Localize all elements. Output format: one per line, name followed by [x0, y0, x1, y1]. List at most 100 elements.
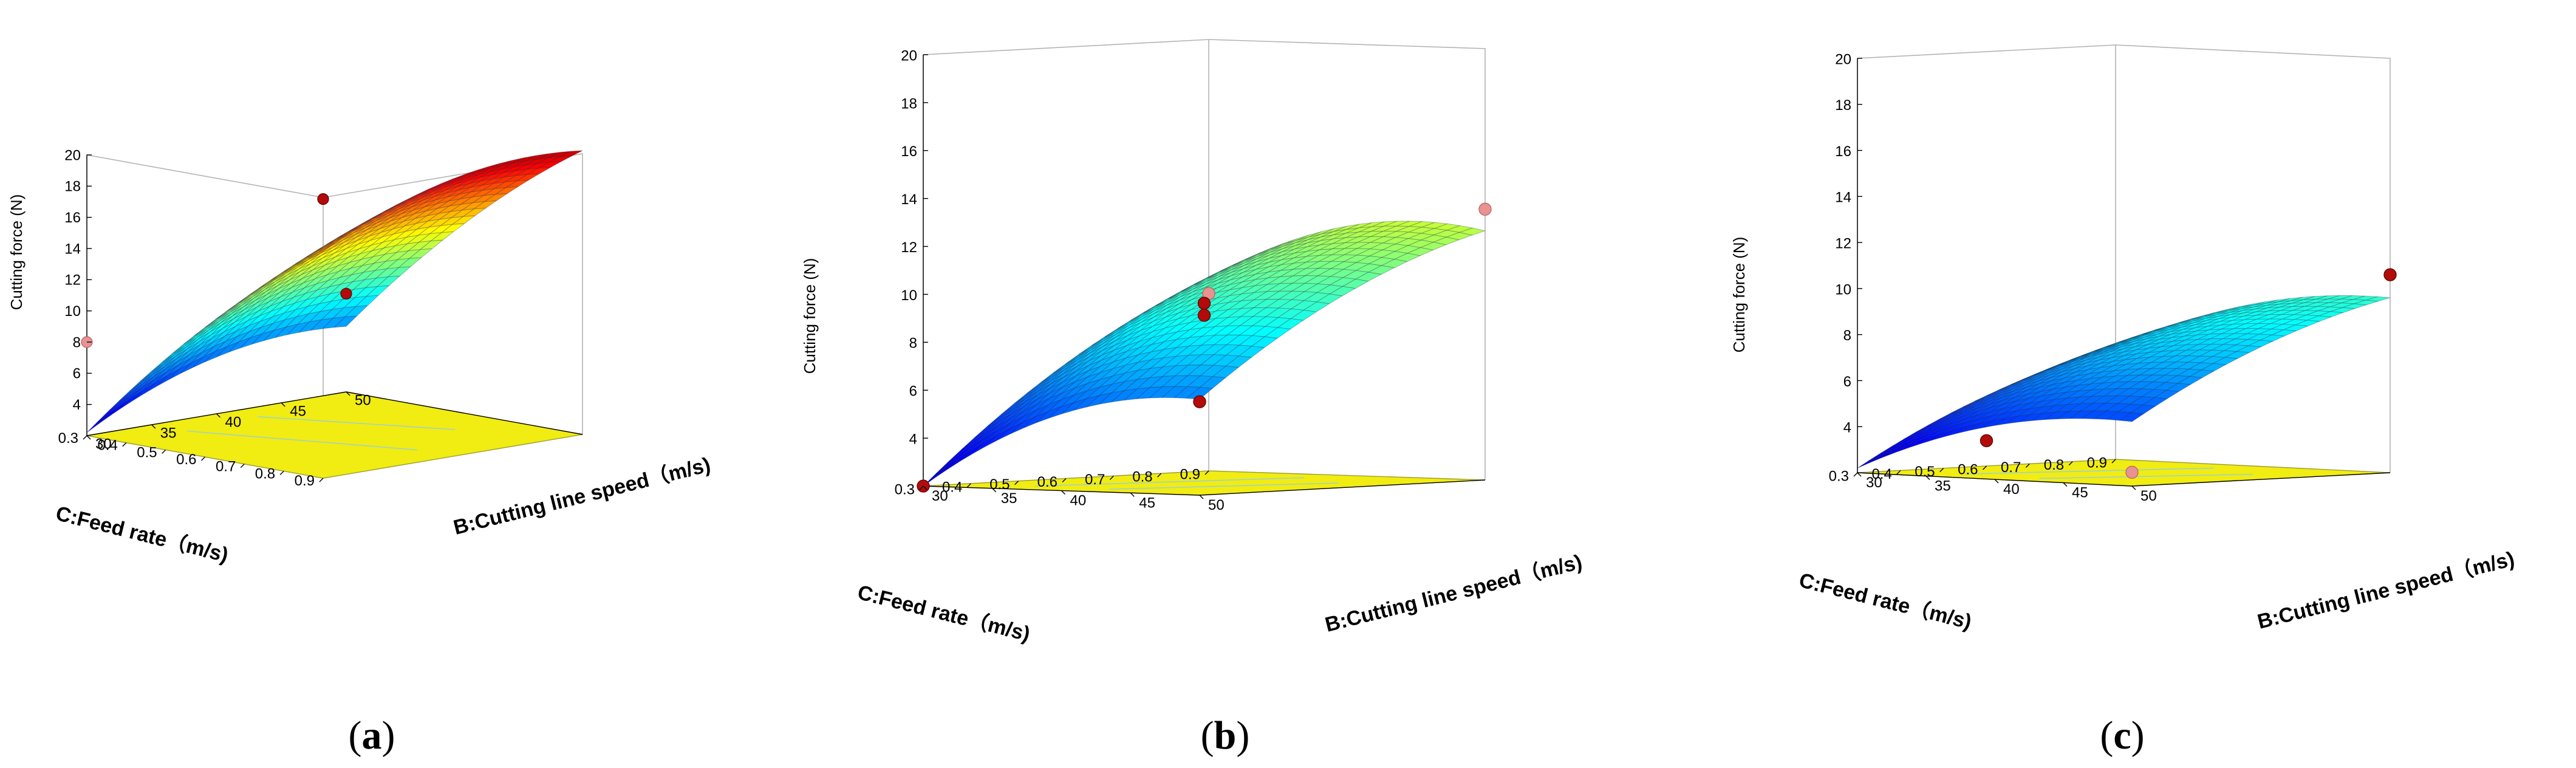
panel-c-speed-tick-mark — [2063, 482, 2068, 487]
panel-b-speed-axis — [1199, 479, 1486, 496]
panel-a-speed-tick-mark — [86, 435, 91, 440]
panel-c-response-surface: 4 6 8 10 12 14 16 18 20 0.3 0.4 0.5 0.6 0.7 0.8 0.9 30 35… — [1730, 44, 2516, 634]
panel-b-surface-cell — [1355, 272, 1382, 282]
panel-a-z-tick-label: 4 — [73, 397, 81, 413]
panel-c-surface-cell — [2318, 311, 2343, 317]
panel-c-surface-cell — [2365, 296, 2391, 302]
panel-a-surface-cell — [97, 402, 121, 422]
panel-a-speed-tick-label: 30 — [95, 436, 112, 453]
panel-b-z-tick-label: 10 — [901, 287, 917, 304]
panel-c-feed-tick-mark — [1983, 465, 1987, 470]
panel-b-z-tick-label: 14 — [901, 191, 917, 208]
panel-b-feed-tick-mark — [1062, 478, 1067, 482]
panel-a-surface-cell — [506, 179, 529, 188]
panel-c-z-tick-label: 6 — [1843, 374, 1851, 390]
panel-c-design-point-2 — [2383, 268, 2397, 281]
panel-b-feed-tick-label: 0.3 — [895, 481, 915, 498]
panel-b-speed-tick-mark — [1130, 492, 1135, 497]
panel-c-speed-tick-label: 50 — [2140, 488, 2157, 504]
caption-b: (b) — [1201, 713, 1250, 758]
panel-b-z-axis-title: Cutting force (N) — [801, 258, 819, 374]
panel-b-speed-tick-label: 50 — [1208, 497, 1225, 513]
panel-c-design-point-3 — [2125, 465, 2139, 479]
panel-c-speed-tick-label: 45 — [2072, 485, 2088, 501]
panel-a-speed-tick-mark — [216, 413, 220, 418]
panel-c-surface-cell — [2272, 329, 2297, 337]
panel-c-feed-tick-mark — [2068, 461, 2073, 466]
panel-b-speed-tick-label: 30 — [932, 488, 948, 504]
panel-c-surface-cell — [2331, 307, 2356, 313]
panel-c-feed-tick-label: 0.5 — [1915, 464, 1935, 480]
panel-b-feed-tick-mark — [1157, 473, 1162, 478]
panel-b-feed-tick-label: 0.4 — [942, 479, 962, 495]
panel-b-z-tick-label: 4 — [909, 431, 917, 448]
panel-c-feed-tick-label: 0.6 — [1958, 461, 1978, 478]
panel-a-feed-tick-mark — [83, 435, 87, 440]
panel-a-feed-tick-label: 0.7 — [216, 459, 236, 475]
panel-b-surface-cell — [1264, 327, 1291, 338]
panel-c-z-tick-label: 16 — [1835, 143, 1851, 160]
panel-c-feed-tick-mark — [2025, 463, 2030, 468]
panel-b-surface-cell — [1277, 318, 1305, 330]
panel-a-speed-tick-label: 50 — [355, 393, 371, 409]
panel-b-z-tick-label: 6 — [909, 383, 917, 400]
panel-a-feed-tick-label: 0.3 — [58, 430, 78, 447]
panel-c-surface-cell — [2307, 315, 2332, 322]
caption-c-letter: c — [2113, 713, 2131, 758]
panel-b-response-surface: 4 6 8 10 12 14 16 18 20 0.3 0.4 0.5 0.6 0.7 0.8 0.9 30 35… — [801, 39, 1584, 646]
panel-c-feed-tick-label: 0.3 — [1829, 468, 1849, 484]
panel-b-design-point-2 — [1197, 297, 1211, 310]
panel-b-feed-tick-label: 0.7 — [1085, 471, 1105, 488]
panel-c-speed-tick-label: 30 — [1866, 475, 1882, 491]
panel-b-design-point-4 — [1478, 202, 1492, 216]
panel-b-surface-cell — [935, 456, 962, 478]
panel-a-floor-contour-line — [258, 416, 456, 430]
panel-a-feed-tick-mark — [279, 470, 284, 475]
panel-a-feed-tick-mark — [162, 449, 166, 454]
panel-a-feed-tick-mark — [240, 464, 245, 468]
panel-a-surface-mesh — [86, 150, 583, 433]
panel-b-feed-tick-mark — [919, 485, 924, 490]
panel-a-z-tick-label: 6 — [73, 366, 81, 382]
panel-b-feed-tick-mark — [966, 483, 971, 488]
caption-b-letter: b — [1214, 713, 1237, 758]
panel-a-feed-axis-title: C:Feed rate（m/s) — [53, 501, 231, 567]
panel-a-z-tick-label: 20 — [64, 147, 81, 163]
panel-b-speed-tick-mark — [1061, 490, 1065, 495]
panel-c-surface-mesh — [1857, 295, 2391, 468]
panel-c-z-tick-label: 10 — [1835, 281, 1851, 298]
panel-a-z-tick-label: 8 — [73, 334, 81, 351]
panel-b-feed-tick-mark — [1014, 481, 1019, 485]
panel-b-z-tick-label: 12 — [901, 239, 917, 256]
panel-c-floor-contour-line — [1964, 467, 2215, 475]
panel-a-feed-tick-label: 0.9 — [295, 473, 315, 489]
panel-a-surface-cell — [451, 215, 476, 225]
panel-c-z-tick-label: 14 — [1835, 190, 1851, 206]
panel-b-z-tick-label: 8 — [909, 335, 917, 352]
panel-a-surface-cell — [462, 207, 487, 217]
panel-c-floor-contour-line — [2039, 473, 2253, 479]
panel-c-speed-tick-mark — [2131, 485, 2136, 490]
caption-a-letter: a — [362, 713, 382, 758]
panel-a-feed-tick-label: 0.6 — [176, 451, 196, 468]
panel-a-surface-cell — [559, 150, 583, 157]
panel-c-z-tick-label: 12 — [1835, 236, 1851, 252]
panel-a-response-surface: 4 6 8 10 12 14 16 18 20 0.3 0.4 0.5 0.6 0.7 0.8 0.9 30 35… — [7, 147, 712, 567]
panel-a-z-tick-label: 12 — [64, 272, 81, 289]
panel-a-surface-cell — [419, 239, 444, 250]
panel-b-speed-tick-label: 45 — [1139, 495, 1155, 511]
panel-c-z-tick-label: 18 — [1835, 97, 1851, 114]
panel-a-feed-tick-label: 0.8 — [255, 465, 275, 482]
panel-c-feed-tick-label: 0.7 — [2001, 459, 2021, 476]
panel-c-speed-tick-mark — [1994, 479, 1999, 484]
panel-a-z-tick-label: 18 — [64, 179, 81, 195]
panel-b-feed-tick-label: 0.8 — [1132, 469, 1152, 485]
panel-b-feed-tick-mark — [1109, 475, 1114, 480]
panel-b-surface-mesh — [923, 221, 1486, 487]
panel-c-feed-axis-title: C:Feed rate（m/s) — [1797, 568, 1974, 634]
panel-c-surface-cell — [2283, 324, 2308, 331]
panel-a-z-axis-title: Cutting force (N) — [7, 194, 26, 310]
panel-b-surface-cell — [1251, 336, 1279, 348]
panel-b-z-tick-label: 18 — [901, 95, 917, 112]
